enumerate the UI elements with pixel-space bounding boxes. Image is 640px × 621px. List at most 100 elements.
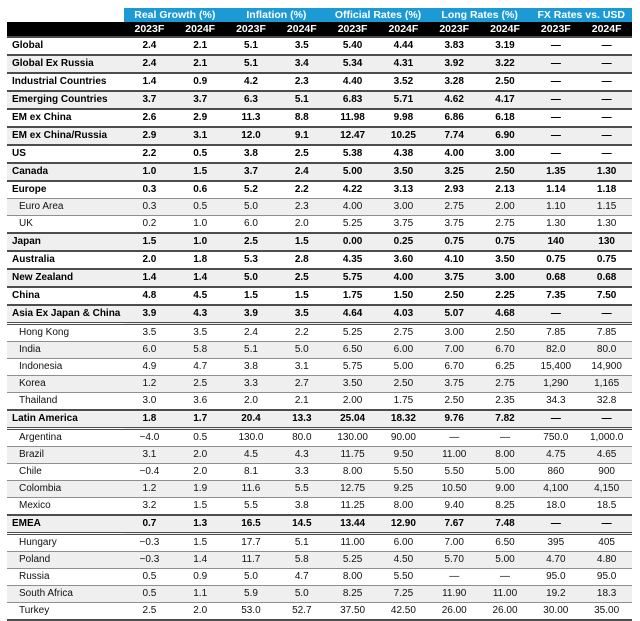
row-label: Hong Kong — [19, 327, 70, 338]
cell-value: 3.9 — [244, 308, 258, 319]
cell-value: 0.9 — [193, 571, 208, 582]
cell-value: 8.1 — [244, 466, 258, 477]
table-row: EM ex China 2.6 2.9 11.3 8.8 11.98 9.98 6.86 6.1… — [7, 109, 633, 127]
cell-value: 3.7 — [142, 94, 157, 105]
cell-value: 2.0 — [294, 218, 309, 229]
cell-value: 3.5 — [294, 40, 309, 51]
cell-value: 18.5 — [596, 500, 617, 511]
cell-value: 130.00 — [337, 432, 368, 443]
cell-value: 82.0 — [546, 344, 566, 355]
row-label: Euro Area — [19, 201, 64, 212]
cell-value: 5.1 — [244, 40, 258, 51]
cell-value: 0.6 — [193, 184, 208, 195]
row-label: Industrial Countries — [12, 76, 107, 87]
cell-value: 12.90 — [390, 518, 416, 529]
row-label: Korea — [19, 378, 46, 389]
table-row: Thailand 3.0 3.6 2.0 2.1 2.00 1.75 2.50 2.35 34.3… — [7, 392, 633, 411]
cell-value: 13.44 — [340, 518, 366, 529]
cell-value: 4.35 — [342, 254, 363, 265]
cell-value: 2.50 — [444, 395, 464, 406]
cell-value: 1.4 — [193, 554, 208, 565]
cell-value: 5.0 — [294, 588, 309, 599]
cell-value: 80.0 — [292, 432, 312, 443]
cell-value: 11.98 — [340, 112, 365, 123]
forecast-table: Real Growth (%) Inflation (%) Official R… — [7, 8, 633, 621]
cell-value: 4.62 — [444, 94, 464, 105]
table-row: Asia Ex Japan & China 3.9 4.3 3.9 3.5 4.64 4.0… — [7, 305, 633, 324]
cell-value: 3.92 — [444, 58, 464, 69]
table-row: Canada 1.0 1.5 3.7 2.4 5.00 3.50 3.25 2.50 1.35 1.… — [7, 163, 633, 181]
cell-value: 3.83 — [444, 40, 464, 51]
table-row: EM ex China/Russia 2.9 3.1 12.0 9.1 12.47 10.2… — [7, 127, 633, 145]
cell-value: 14,900 — [591, 361, 622, 372]
cell-value: — — [550, 308, 561, 319]
cell-value: 5.50 — [444, 466, 464, 477]
cell-value: 1.5 — [193, 537, 208, 548]
table-row: Latin America 1.8 1.7 20.4 13.3 25.04 18.32 9.7… — [7, 410, 633, 429]
cell-value: 8.00 — [495, 449, 515, 460]
cell-value: 2.2 — [294, 184, 309, 195]
cell-value: 7.85 — [596, 327, 617, 338]
cell-value: 4.03 — [393, 308, 414, 319]
cell-value: 52.7 — [292, 605, 312, 616]
cell-value: 3.00 — [444, 327, 464, 338]
cell-value: 5.38 — [342, 148, 363, 159]
cell-value: 2.1 — [193, 58, 208, 69]
cell-value: 1.18 — [596, 184, 617, 195]
year-header: 2023F — [327, 22, 378, 37]
cell-value: 4.00 — [444, 148, 464, 159]
cell-value: 42.50 — [390, 605, 416, 616]
cell-value: 1.9 — [193, 483, 208, 494]
cell-value: 2.4 — [142, 58, 157, 69]
cell-value: 0.5 — [193, 432, 208, 443]
cell-value: 4.68 — [495, 308, 515, 319]
cell-value: 6.00 — [393, 344, 414, 355]
cell-value: 2.0 — [193, 449, 208, 460]
cell-value: 1.0 — [193, 218, 208, 229]
table-row: Russia 0.5 0.9 5.0 4.7 8.00 5.50 — — 95.0 95.0 — [7, 568, 633, 586]
cell-value: 3.8 — [294, 500, 309, 511]
cell-value: 95.0 — [546, 571, 566, 582]
cell-value: 1.35 — [546, 166, 566, 177]
cell-value: — — [550, 76, 561, 87]
cell-value: 2.3 — [294, 201, 309, 212]
cell-value: 4.7 — [193, 361, 208, 372]
cell-value: 3.5 — [193, 327, 208, 338]
cell-value: 2.00 — [495, 201, 515, 212]
cell-value: — — [550, 58, 561, 69]
cell-value: 140 — [547, 236, 565, 247]
cell-value: 5.2 — [244, 184, 258, 195]
cell-value: 3.19 — [495, 40, 515, 51]
cell-value: 30.00 — [543, 605, 569, 616]
group-header-inflation: Inflation (%) — [225, 8, 328, 22]
cell-value: 4.7 — [294, 571, 309, 582]
cell-value: 90.00 — [390, 432, 416, 443]
cell-value: — — [550, 148, 561, 159]
cell-value: 3.7 — [193, 94, 208, 105]
cell-value: 19.2 — [546, 588, 566, 599]
cell-value: — — [550, 413, 561, 424]
cell-value: 3.50 — [495, 254, 515, 265]
table-row: Hong Kong 3.5 3.5 2.4 2.2 5.25 2.75 3.00 2.50 7.8… — [7, 323, 633, 342]
cell-value: 3.00 — [495, 148, 515, 159]
cell-value: 0.75 — [546, 254, 566, 265]
cell-value: 10.50 — [441, 483, 467, 494]
cell-value: 1.5 — [142, 236, 157, 247]
cell-value: 9.50 — [393, 449, 414, 460]
table-row: UK 0.2 1.0 6.0 2.0 5.25 3.75 3.75 2.75 1.30 1.30 — [7, 215, 633, 234]
cell-value: 8.8 — [294, 112, 309, 123]
cell-value: 8.00 — [342, 466, 363, 477]
cell-value: 7.48 — [495, 518, 515, 529]
cell-value: 4.8 — [142, 290, 157, 301]
cell-value: 1.4 — [142, 272, 157, 283]
cell-value: 2.5 — [244, 236, 258, 247]
cell-value: 32.8 — [596, 395, 617, 406]
cell-value: — — [601, 58, 612, 69]
row-label: Hungary — [19, 537, 57, 548]
cell-value: −0.3 — [139, 554, 160, 565]
cell-value: 4.5 — [193, 290, 208, 301]
cell-value: 9.76 — [444, 413, 464, 424]
row-label: Russia — [19, 571, 50, 582]
cell-value: 4.44 — [393, 40, 414, 51]
